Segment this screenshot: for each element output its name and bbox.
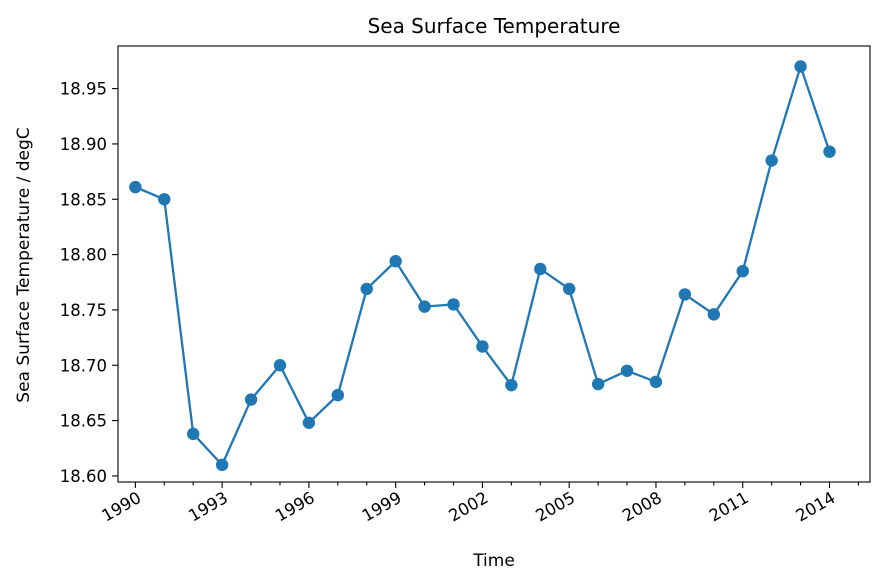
data-point	[360, 282, 373, 296]
data-point	[447, 298, 460, 311]
data-point	[765, 154, 778, 167]
x-tick-label: 1990	[98, 488, 144, 525]
data-point	[620, 364, 634, 377]
data-point	[649, 375, 663, 389]
x-tick-label: 1999	[359, 488, 405, 525]
data-point	[678, 288, 692, 301]
data-point	[187, 427, 200, 441]
data-point	[591, 377, 605, 391]
y-tick-label: 18.70	[60, 356, 107, 375]
data-point	[158, 193, 171, 206]
y-axis-label: Sea Surface Temperature / degC	[14, 127, 34, 402]
series-line	[134, 65, 831, 467]
data-point	[331, 388, 345, 402]
data-point	[129, 180, 142, 194]
x-tick-label: 2002	[446, 488, 492, 525]
data-point	[273, 359, 287, 372]
x-tick-label: 2014	[793, 488, 839, 525]
plot-area: 18.60 18.65 18.70 18.75 18.80 18.85 18.90 18.95…	[60, 45, 871, 525]
y-tick-label: 18.75	[60, 301, 107, 320]
data-point	[563, 282, 576, 296]
data-point	[736, 264, 749, 278]
x-tick-label: 2005	[532, 488, 578, 525]
x-tick-label: 2008	[619, 488, 665, 525]
y-tick-label: 18.65	[60, 412, 107, 431]
plot-frame	[117, 45, 871, 483]
y-tick-label: 18.95	[60, 80, 107, 99]
x-tick-label: 2011	[706, 488, 752, 525]
y-tick-label: 18.85	[60, 190, 107, 209]
data-point	[418, 300, 431, 313]
data-point	[707, 308, 721, 321]
data-point	[794, 60, 807, 73]
x-tick-label: 1996	[272, 488, 318, 525]
data-point	[302, 416, 316, 429]
x-axis-label: Time	[472, 551, 515, 571]
y-tick-label: 18.80	[60, 246, 107, 265]
chart-title: Sea Surface Temperature	[368, 14, 621, 38]
y-tick-label: 18.90	[60, 135, 107, 154]
data-point	[215, 458, 229, 472]
y-tick-label: 18.60	[60, 467, 107, 486]
data-point	[244, 393, 258, 406]
data-point	[476, 340, 489, 353]
x-tick-label: 1993	[185, 488, 231, 525]
data-point	[823, 145, 836, 158]
data-point	[505, 378, 518, 392]
data-point	[534, 262, 547, 276]
data-point	[389, 255, 402, 268]
